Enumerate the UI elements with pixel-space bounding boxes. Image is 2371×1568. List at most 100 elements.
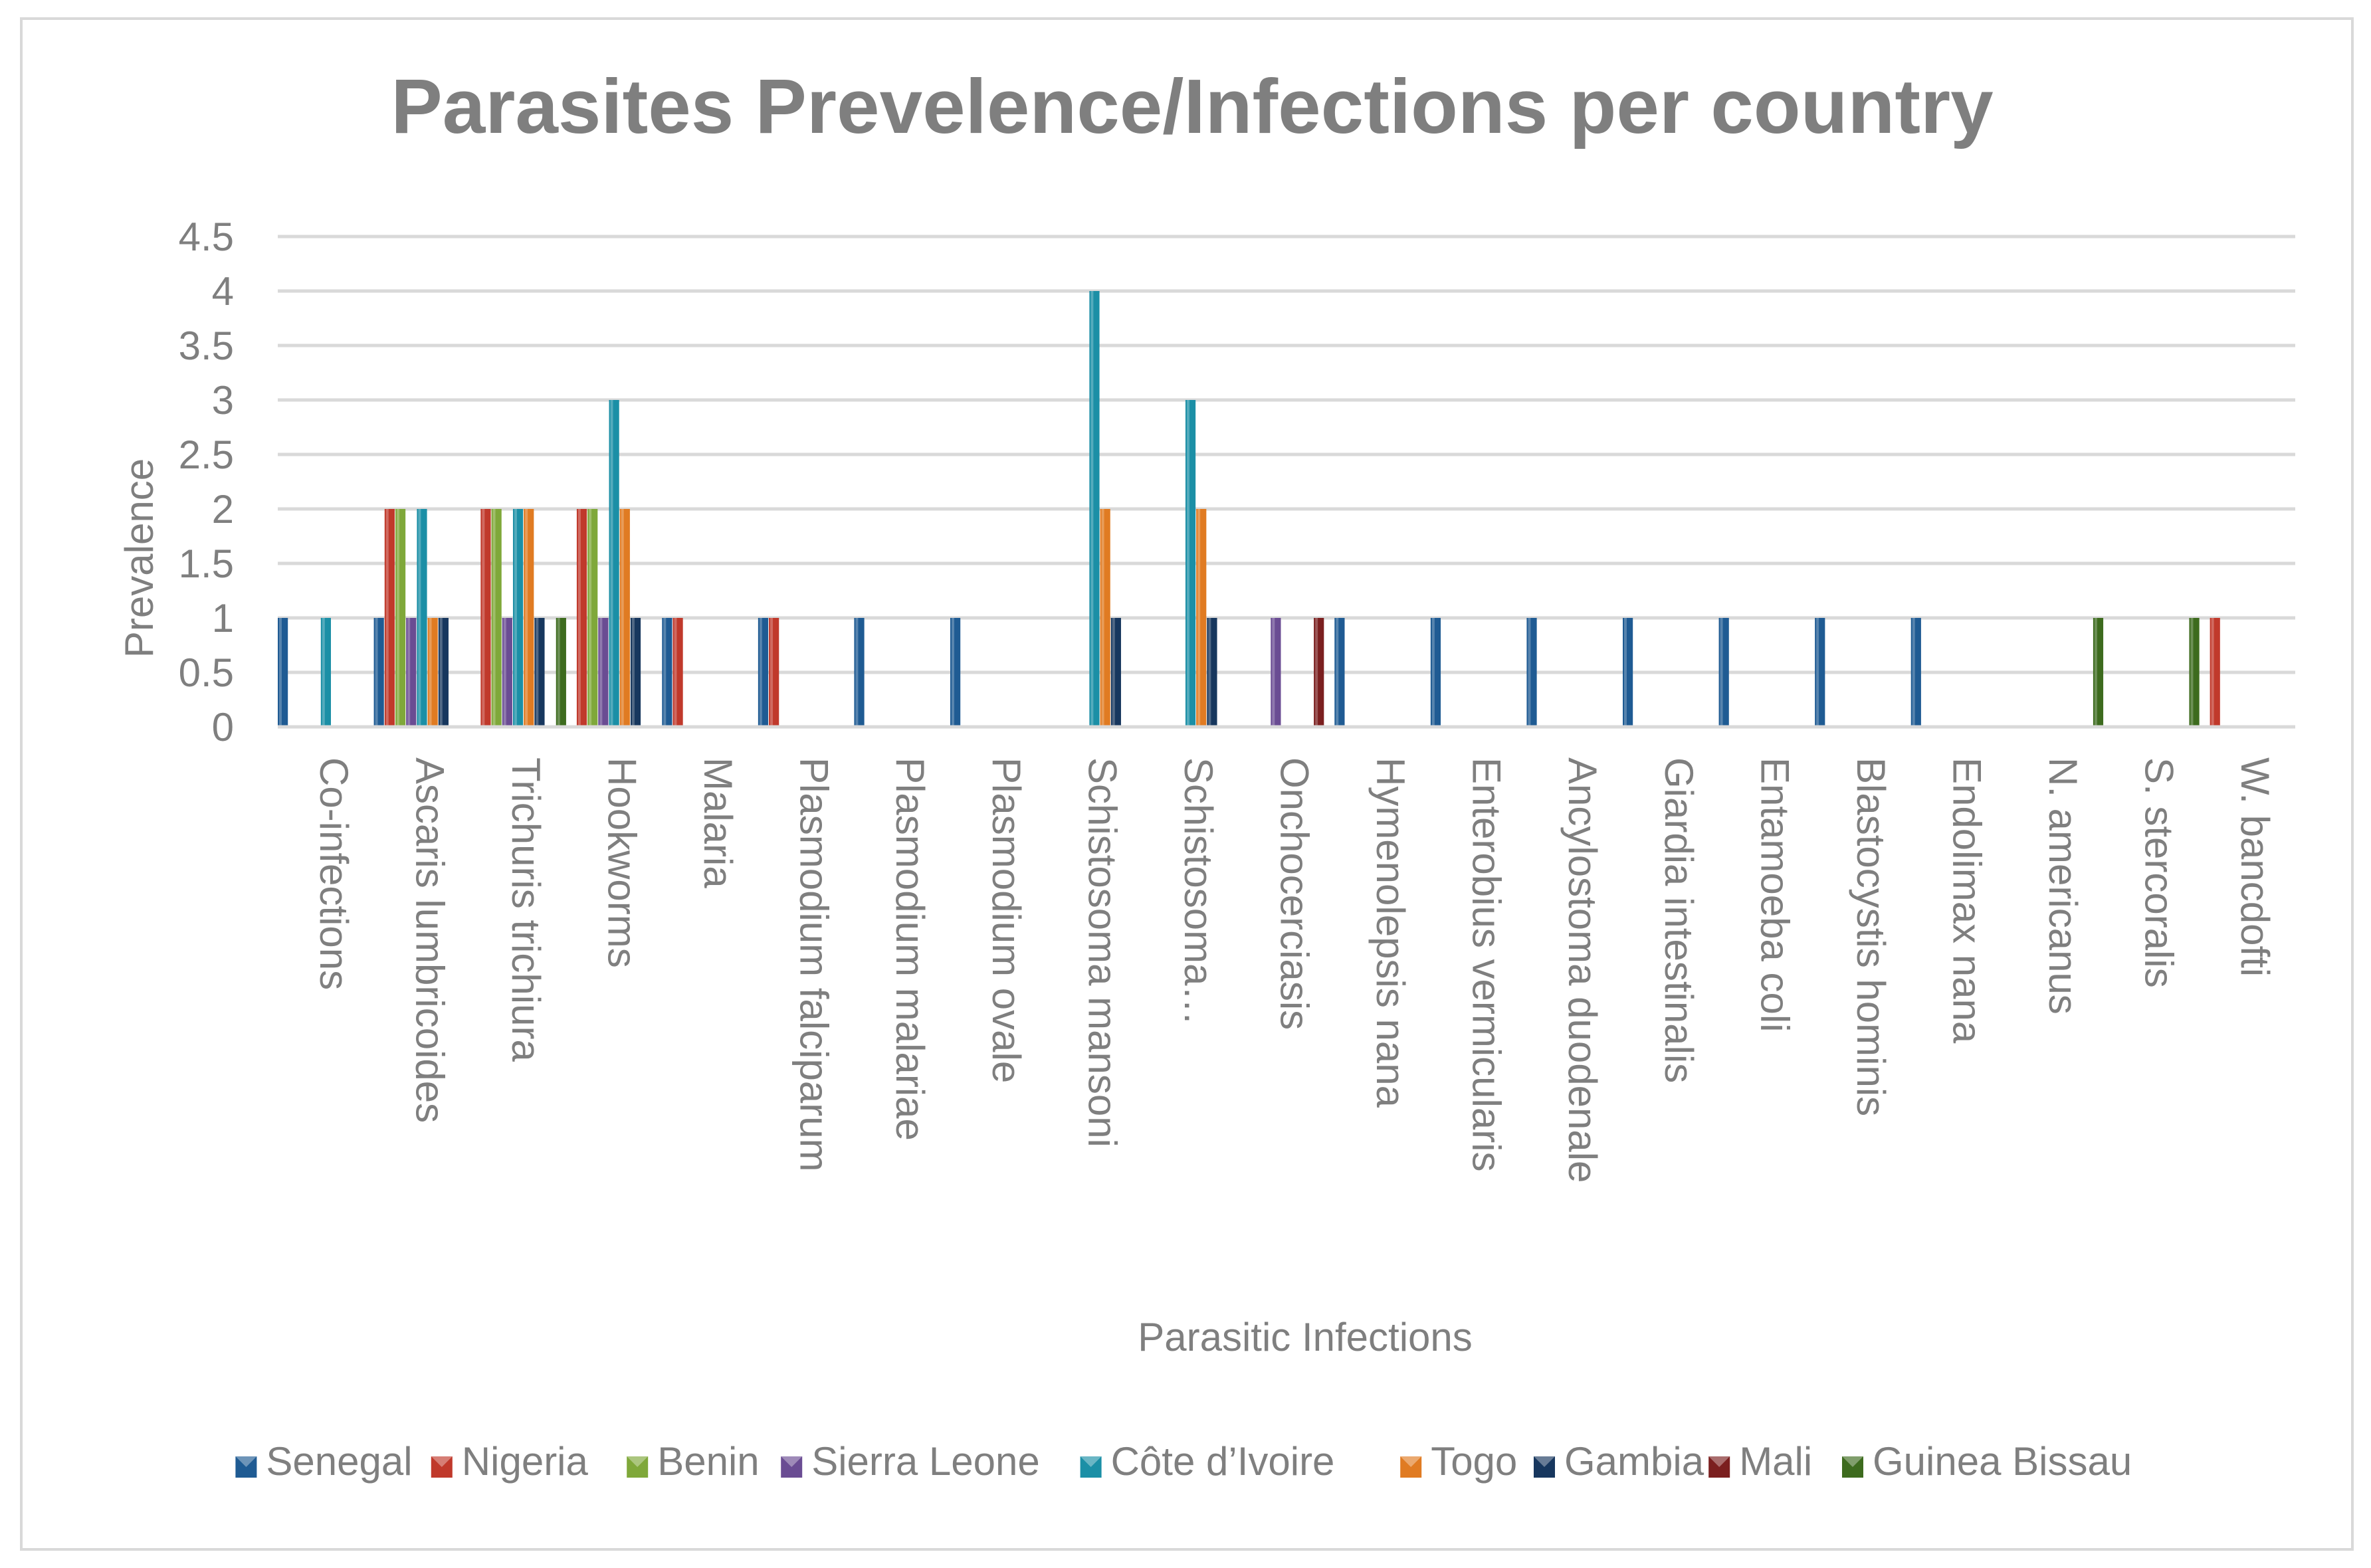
bar (534, 618, 545, 727)
y-tick-label: 4.5 (179, 215, 234, 259)
bar (438, 618, 449, 727)
legend-swatch-highlight (431, 1456, 453, 1467)
bar (587, 509, 598, 727)
bar-highlight (610, 400, 613, 727)
bar (524, 509, 534, 727)
bar (769, 618, 779, 727)
x-tick-label: Schistosoma… (1176, 757, 1221, 1025)
bar (1185, 400, 1196, 727)
x-tick-label: Blastocystis hominis (1849, 757, 1893, 1116)
legend-label: Guinea Bissau (1873, 1439, 2132, 1484)
bar-highlight (1336, 618, 1339, 727)
bar-highlight (503, 618, 506, 727)
bar (1815, 618, 1825, 727)
y-axis-label: Prevalence (117, 458, 161, 658)
bar-highlight (1431, 618, 1435, 727)
bar-highlight (514, 509, 517, 727)
bar-chart: Parasites Prevelence/Infections per coun… (117, 63, 2295, 1484)
bar (1718, 618, 1729, 727)
bar-highlight (418, 509, 421, 727)
legend-swatch (627, 1456, 649, 1478)
bar (502, 618, 512, 727)
legend-swatch-highlight (1842, 1456, 1863, 1467)
legend-label: Mali (1739, 1439, 1812, 1484)
bar (384, 509, 395, 727)
bar-highlight (1624, 618, 1627, 727)
legend-swatch (1842, 1456, 1863, 1478)
y-tick-label: 3.5 (179, 324, 234, 368)
bar-highlight (536, 618, 539, 727)
y-tick-label: 1 (212, 596, 234, 640)
legend-swatch (431, 1456, 453, 1478)
legend-swatch (1400, 1456, 1422, 1478)
bar (2189, 618, 2200, 727)
bar (373, 618, 384, 727)
x-tick-label: Ancylostoma duodenale (1560, 757, 1605, 1183)
bar-highlight (492, 509, 496, 727)
bar (1910, 618, 1921, 727)
bar (395, 509, 406, 727)
bar (950, 618, 961, 727)
bar-highlight (1528, 618, 1531, 727)
bar (1314, 618, 1324, 727)
bar-highlight (525, 509, 528, 727)
bar-highlight (396, 509, 399, 727)
bar (320, 618, 331, 727)
legend-swatch-highlight (627, 1456, 649, 1467)
x-tick-label: Trichuris trichiura (504, 757, 548, 1062)
bar (1623, 618, 1633, 727)
x-tick-label: Giardia intestinalis (1657, 757, 1701, 1083)
bar-highlight (557, 618, 560, 727)
bar (758, 618, 769, 727)
bar (491, 509, 502, 727)
y-tick-label: 2 (212, 487, 234, 532)
bar (1196, 509, 1207, 727)
bar (2210, 618, 2220, 727)
x-tick-label: N. americanus (2041, 757, 2085, 1015)
bar-highlight (759, 618, 762, 727)
bar (2093, 618, 2104, 727)
bar (576, 509, 587, 727)
bar (1207, 618, 1217, 727)
bar-highlight (589, 509, 592, 727)
legend-label: Benin (657, 1439, 759, 1484)
legend-label: Côte d’Ivoire (1111, 1439, 1335, 1484)
bar-highlight (855, 618, 859, 727)
bar-highlight (952, 618, 954, 727)
x-tick-label: Schistosoma mansoni (1080, 757, 1124, 1147)
y-tick-label: 3 (212, 378, 234, 423)
x-axis-label: Parasitic Infections (1138, 1315, 1473, 1359)
legend-label: Sierra Leone (811, 1439, 1040, 1484)
bar (598, 618, 609, 727)
bar-highlight (375, 618, 378, 727)
bar (480, 509, 491, 727)
bar-highlight (407, 618, 411, 727)
bar (672, 618, 683, 727)
bar-highlight (1912, 618, 1915, 727)
bar (1526, 618, 1537, 727)
legend-swatch-highlight (1080, 1456, 1102, 1467)
legend-swatch-highlight (1400, 1456, 1422, 1467)
bar (427, 618, 438, 727)
bar-highlight (674, 618, 677, 727)
bar (556, 618, 566, 727)
bar (1271, 618, 1281, 727)
bar (417, 509, 427, 727)
bar-highlight (1197, 509, 1201, 727)
bar-highlight (385, 509, 389, 727)
x-tick-label: Entamoeba coli (1752, 757, 1797, 1032)
bar-highlight (577, 509, 581, 727)
x-tick-label: Onchocerciasis (1273, 757, 1317, 1030)
x-tick-label: Malaria (696, 757, 740, 888)
bar-highlight (279, 618, 282, 727)
bar (1430, 618, 1441, 727)
y-tick-label: 0 (212, 705, 234, 749)
bar (512, 509, 524, 727)
chart-frame: Parasites Prevelence/Infections per coun… (20, 17, 2354, 1551)
bar-highlight (1720, 618, 1723, 727)
bar (1100, 509, 1110, 727)
y-tick-label: 0.5 (179, 650, 234, 695)
chart-title: Parasites Prevelence/Infections per coun… (391, 63, 1993, 149)
legend-swatch-highlight (1708, 1456, 1730, 1467)
bar (619, 509, 630, 727)
